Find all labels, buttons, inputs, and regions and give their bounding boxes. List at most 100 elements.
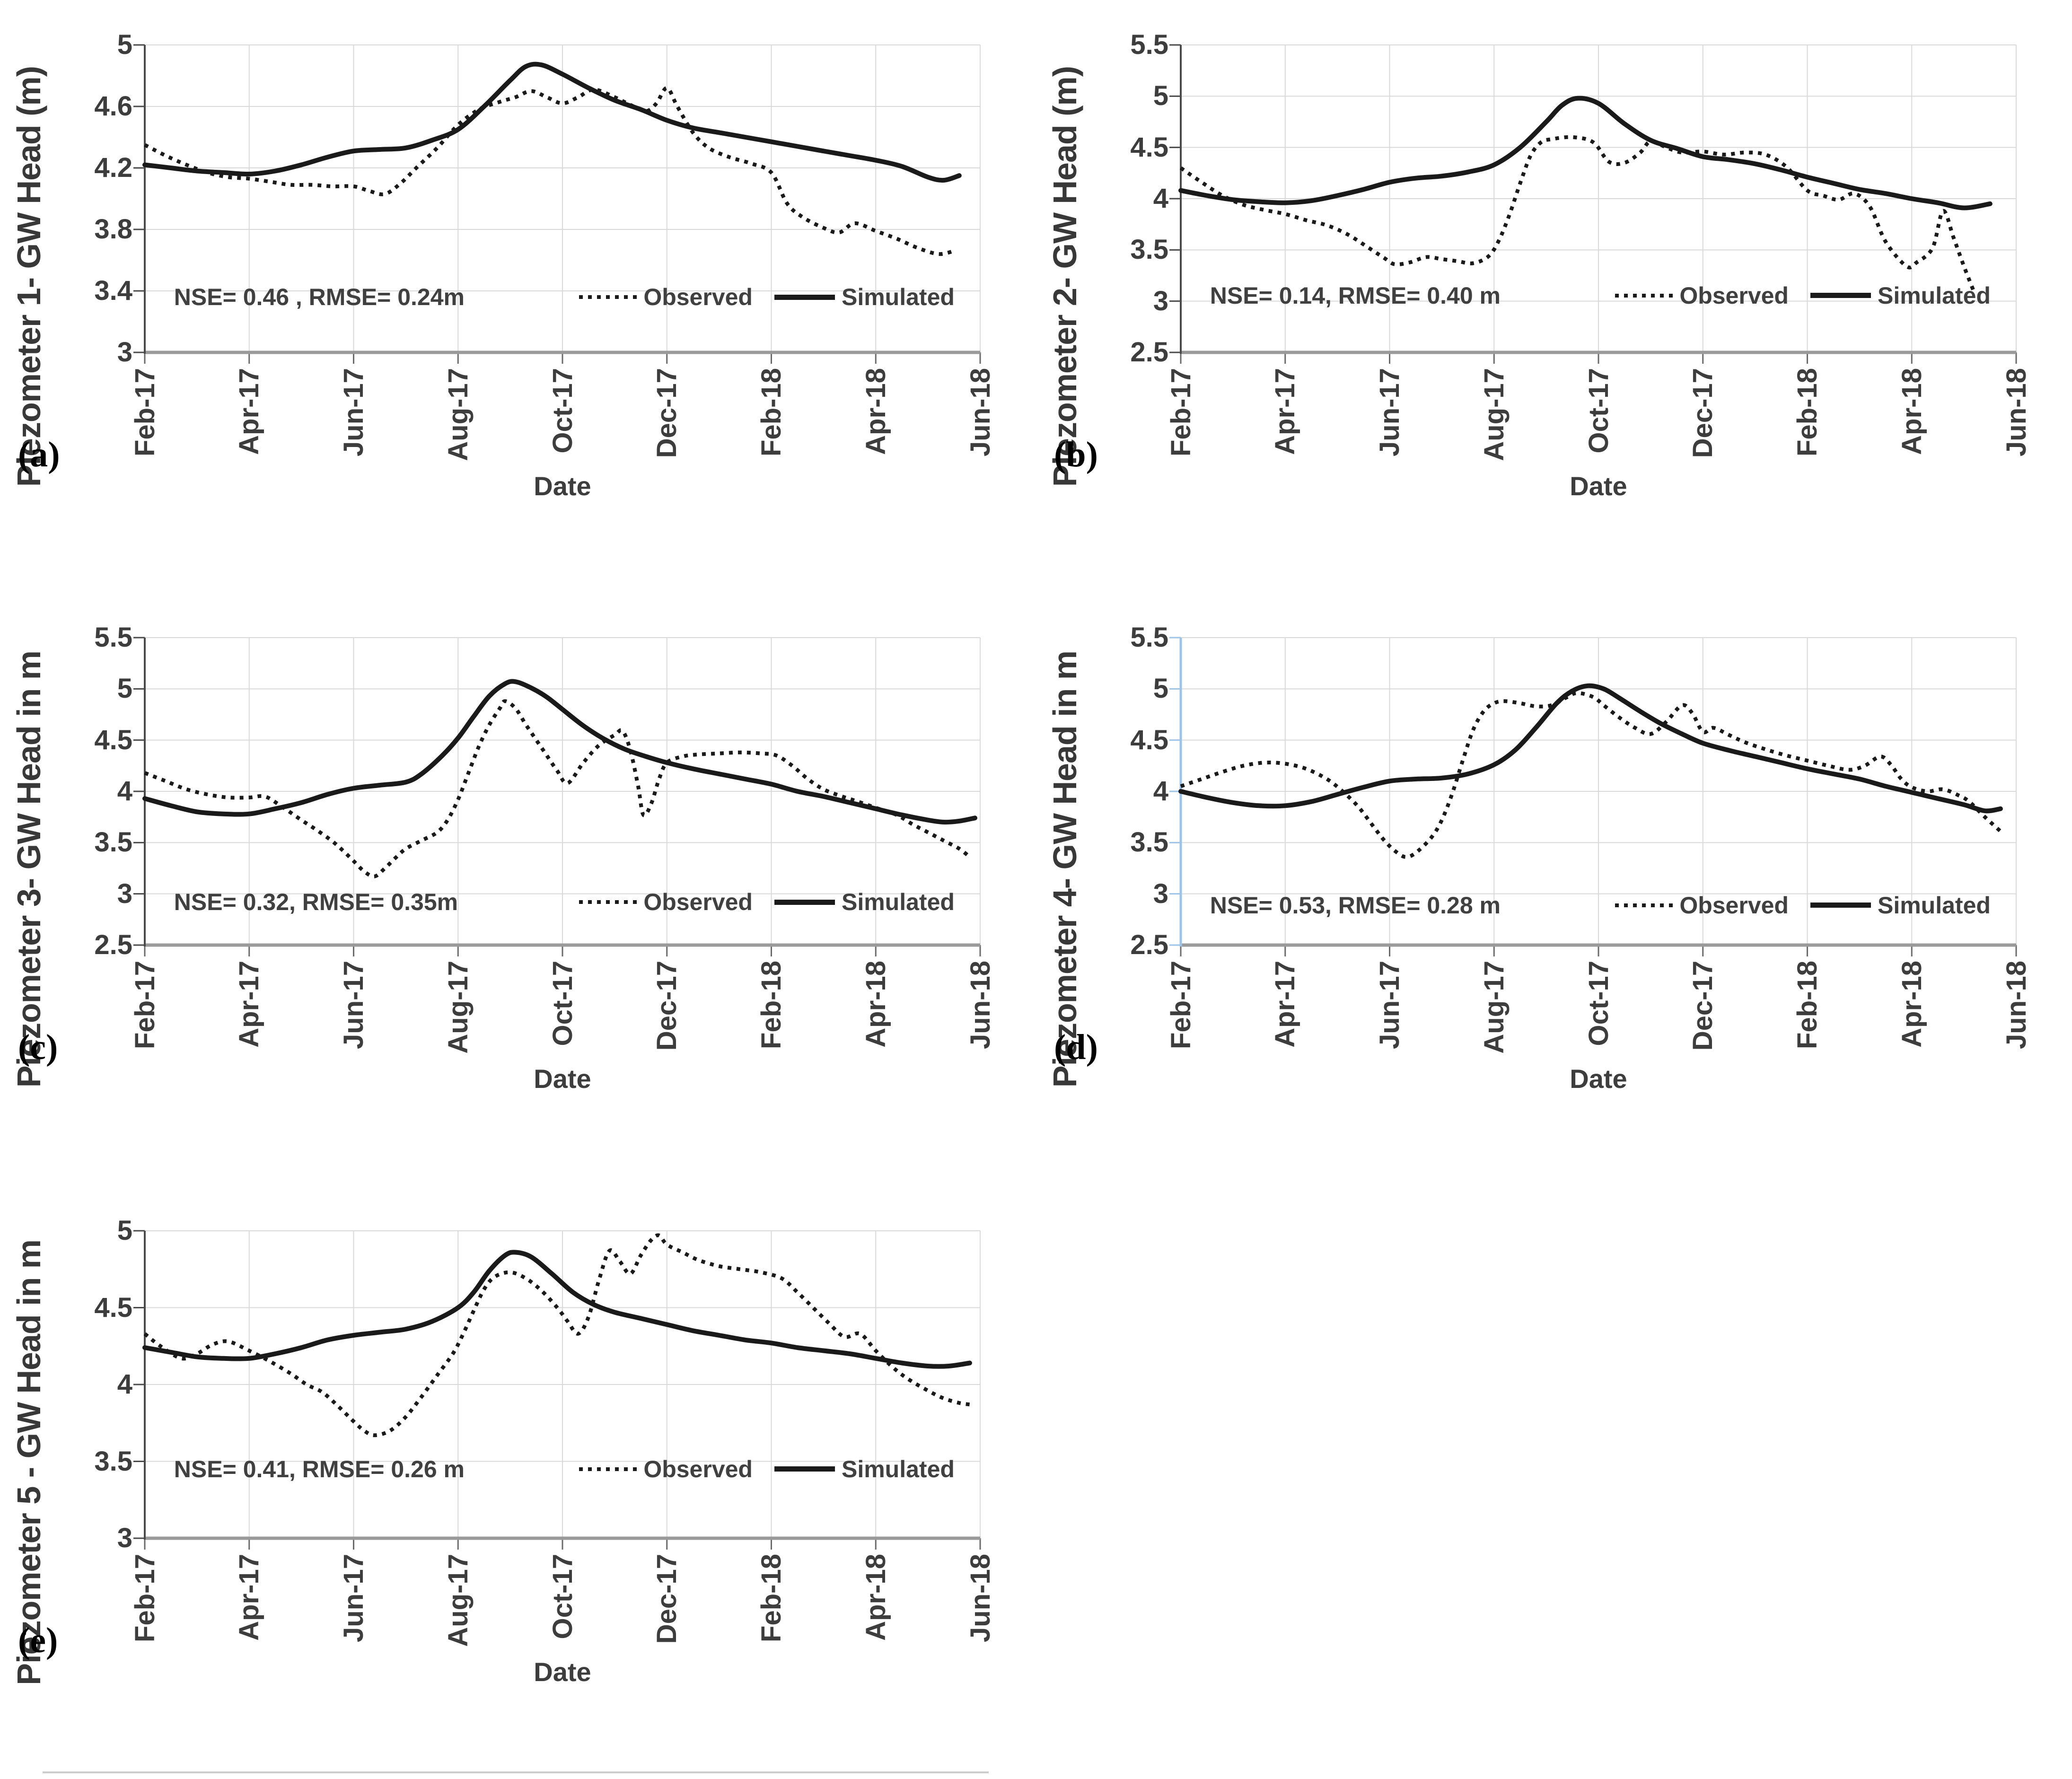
x-axis-title: Date — [1570, 471, 1627, 501]
legend-item-observed: Observed — [1615, 282, 1789, 309]
chart-legend: Observed Simulated — [1615, 282, 1991, 309]
y-tick-label: 4.6 — [94, 91, 132, 122]
bottom-divider-line — [43, 1771, 989, 1773]
chart-panel-b: Piezometer 2- GW Head (m) 5.5 5 4.5 4 3.5 3 2.… — [1036, 0, 2072, 593]
x-tick-labels: Feb-17 Apr-17 Jun-17 Aug-17 Oct-17 Dec-17 Feb-… — [130, 961, 996, 1069]
legend-item-simulated: Simulated — [774, 888, 955, 916]
chart-canvas — [133, 1230, 981, 1550]
y-tick-label: 4.5 — [94, 1292, 132, 1323]
legend-simulated-label: Simulated — [1877, 892, 1991, 919]
observed-line-swatch — [1615, 293, 1673, 298]
legend-item-simulated: Simulated — [1810, 892, 1991, 919]
plot-area: NSE= 0.32, RMSE= 0.35m Observed Simulate… — [133, 637, 981, 956]
x-tick-label: Apr-17 — [234, 368, 265, 455]
legend-simulated-label: Simulated — [841, 284, 955, 310]
y-tick-label: 2.5 — [1130, 929, 1168, 960]
x-axis-title: Date — [1570, 1064, 1627, 1094]
x-tick-label: Apr-17 — [1270, 961, 1301, 1048]
y-tick-label: 5.5 — [1130, 622, 1168, 653]
x-tick-label: Apr-18 — [860, 961, 891, 1048]
chart-annotation: NSE= 0.14, RMSE= 0.40 m — [1210, 282, 1501, 309]
x-axis-title: Date — [534, 1657, 591, 1687]
x-tick-label: Aug-17 — [1478, 961, 1510, 1054]
x-tick-label: Jun-17 — [338, 1554, 369, 1642]
legend-item-simulated: Simulated — [774, 283, 955, 311]
simulated-line-swatch — [774, 1466, 835, 1472]
chart-annotation: NSE= 0.41, RMSE= 0.26 m — [174, 1455, 465, 1482]
plot-area: NSE= 0.53, RMSE= 0.28 m Observed Simulat… — [1169, 637, 2017, 956]
chart-canvas — [133, 44, 981, 364]
y-tick-label: 2.5 — [94, 929, 132, 960]
chart-canvas — [133, 637, 981, 956]
y-tick-labels: 5.5 5 4.5 4 3.5 3 2.5 — [1036, 0, 1181, 593]
y-tick-label: 5 — [117, 29, 132, 60]
y-tick-label: 3.4 — [94, 275, 132, 306]
legend-simulated-label: Simulated — [841, 1455, 955, 1482]
x-tick-label: Apr-17 — [1270, 368, 1301, 455]
y-tick-label: 3.5 — [1130, 827, 1168, 858]
y-tick-label: 4.5 — [94, 724, 132, 755]
panel-letter: (e) — [18, 1621, 58, 1660]
x-tick-label: Oct-17 — [547, 368, 578, 454]
legend-observed-label: Observed — [643, 1455, 753, 1482]
legend-item-observed: Observed — [579, 888, 753, 916]
x-tick-label: Oct-17 — [547, 1554, 578, 1639]
y-tick-label: 3.5 — [94, 1446, 132, 1477]
chart-panel-a: Piezometer 1- GW Head (m) 5 4.6 4.2 3.8 3.4 3… — [0, 0, 1036, 593]
x-tick-label: Jun-18 — [965, 368, 996, 456]
simulated-line-swatch — [1810, 293, 1871, 298]
x-tick-label: Feb-17 — [1165, 368, 1196, 456]
panel-letter: (c) — [18, 1027, 58, 1067]
legend-item-observed: Observed — [1615, 892, 1789, 919]
y-tick-label: 5.5 — [94, 622, 132, 653]
legend-simulated-label: Simulated — [1877, 282, 1991, 309]
y-tick-label: 3 — [117, 337, 132, 368]
legend-observed-label: Observed — [643, 889, 753, 915]
y-tick-label: 4 — [1153, 183, 1168, 214]
x-tick-label: Aug-17 — [442, 368, 474, 461]
chart-legend: Observed Simulated — [579, 888, 955, 916]
legend-observed-label: Observed — [1679, 282, 1789, 309]
y-tick-label: 5.5 — [1130, 29, 1168, 60]
x-tick-label: Feb-18 — [756, 961, 787, 1049]
plot-area: NSE= 0.41, RMSE= 0.26 m Observed Simulat… — [133, 1230, 981, 1550]
chart-annotation: NSE= 0.32, RMSE= 0.35m — [174, 889, 458, 915]
x-tick-label: Dec-17 — [1687, 961, 1719, 1051]
panel-letter: (d) — [1054, 1027, 1098, 1067]
y-tick-labels: 5.5 5 4.5 4 3.5 3 2.5 — [1036, 593, 1181, 1185]
legend-item-simulated: Simulated — [774, 1455, 955, 1483]
x-tick-label: Aug-17 — [442, 961, 474, 1054]
simulated-line-swatch — [774, 294, 835, 300]
y-tick-label: 4.5 — [1130, 131, 1168, 163]
y-tick-label: 3 — [117, 878, 132, 909]
x-tick-label: Apr-18 — [1896, 368, 1927, 455]
x-axis-title: Date — [534, 471, 591, 501]
x-tick-label: Apr-18 — [1896, 961, 1927, 1048]
chart-annotation: NSE= 0.46 , RMSE= 0.24m — [174, 284, 465, 310]
x-tick-label: Feb-17 — [129, 1554, 160, 1642]
y-tick-label: 4 — [1153, 776, 1168, 806]
y-tick-label: 3.5 — [1130, 234, 1168, 265]
observed-line-swatch — [579, 900, 637, 904]
x-tick-label: Apr-18 — [860, 1554, 891, 1641]
y-tick-labels: 5 4.5 4 3.5 3 — [0, 1186, 145, 1779]
x-tick-label: Feb-18 — [756, 368, 787, 456]
x-tick-label: Feb-18 — [1792, 961, 1823, 1049]
x-tick-label: Dec-17 — [651, 961, 683, 1051]
legend-observed-label: Observed — [1679, 892, 1789, 919]
legend-observed-label: Observed — [643, 284, 753, 310]
legend-item-simulated: Simulated — [1810, 282, 1991, 309]
plot-area: NSE= 0.14, RMSE= 0.40 m Observed Simulat… — [1169, 44, 2017, 364]
legend-item-observed: Observed — [579, 1455, 753, 1483]
x-tick-label: Dec-17 — [651, 368, 683, 458]
x-tick-label: Jun-18 — [965, 1554, 996, 1642]
observed-line-swatch — [579, 295, 637, 299]
x-axis-title: Date — [534, 1064, 591, 1094]
y-tick-label: 4.5 — [1130, 724, 1168, 755]
observed-line-swatch — [579, 1467, 637, 1471]
chart-legend: Observed Simulated — [579, 283, 955, 311]
chart-panel-d: Piezometer 4- GW Head in m 5.5 5 4.5 4 3.5 3 2… — [1036, 593, 2072, 1185]
chart-legend: Observed Simulated — [579, 1455, 955, 1483]
x-tick-labels: Feb-17 Apr-17 Jun-17 Aug-17 Oct-17 Dec-17 Feb-… — [130, 368, 996, 477]
